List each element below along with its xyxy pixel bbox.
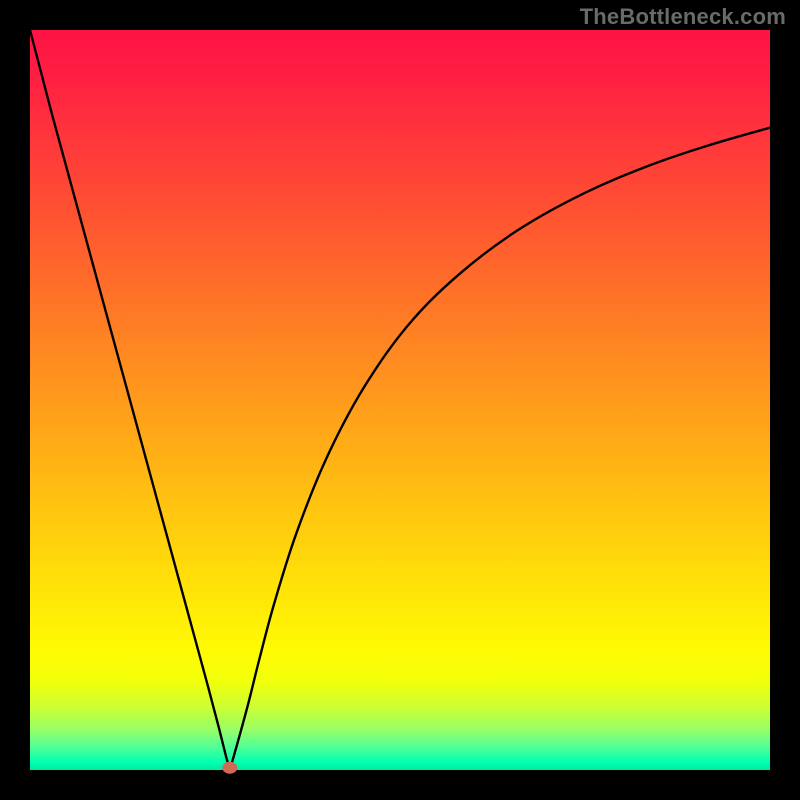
watermark-text: TheBottleneck.com [580,4,786,30]
min-marker [223,762,237,773]
bottleneck-chart [0,0,800,800]
plot-background [30,30,770,770]
chart-container: TheBottleneck.com [0,0,800,800]
